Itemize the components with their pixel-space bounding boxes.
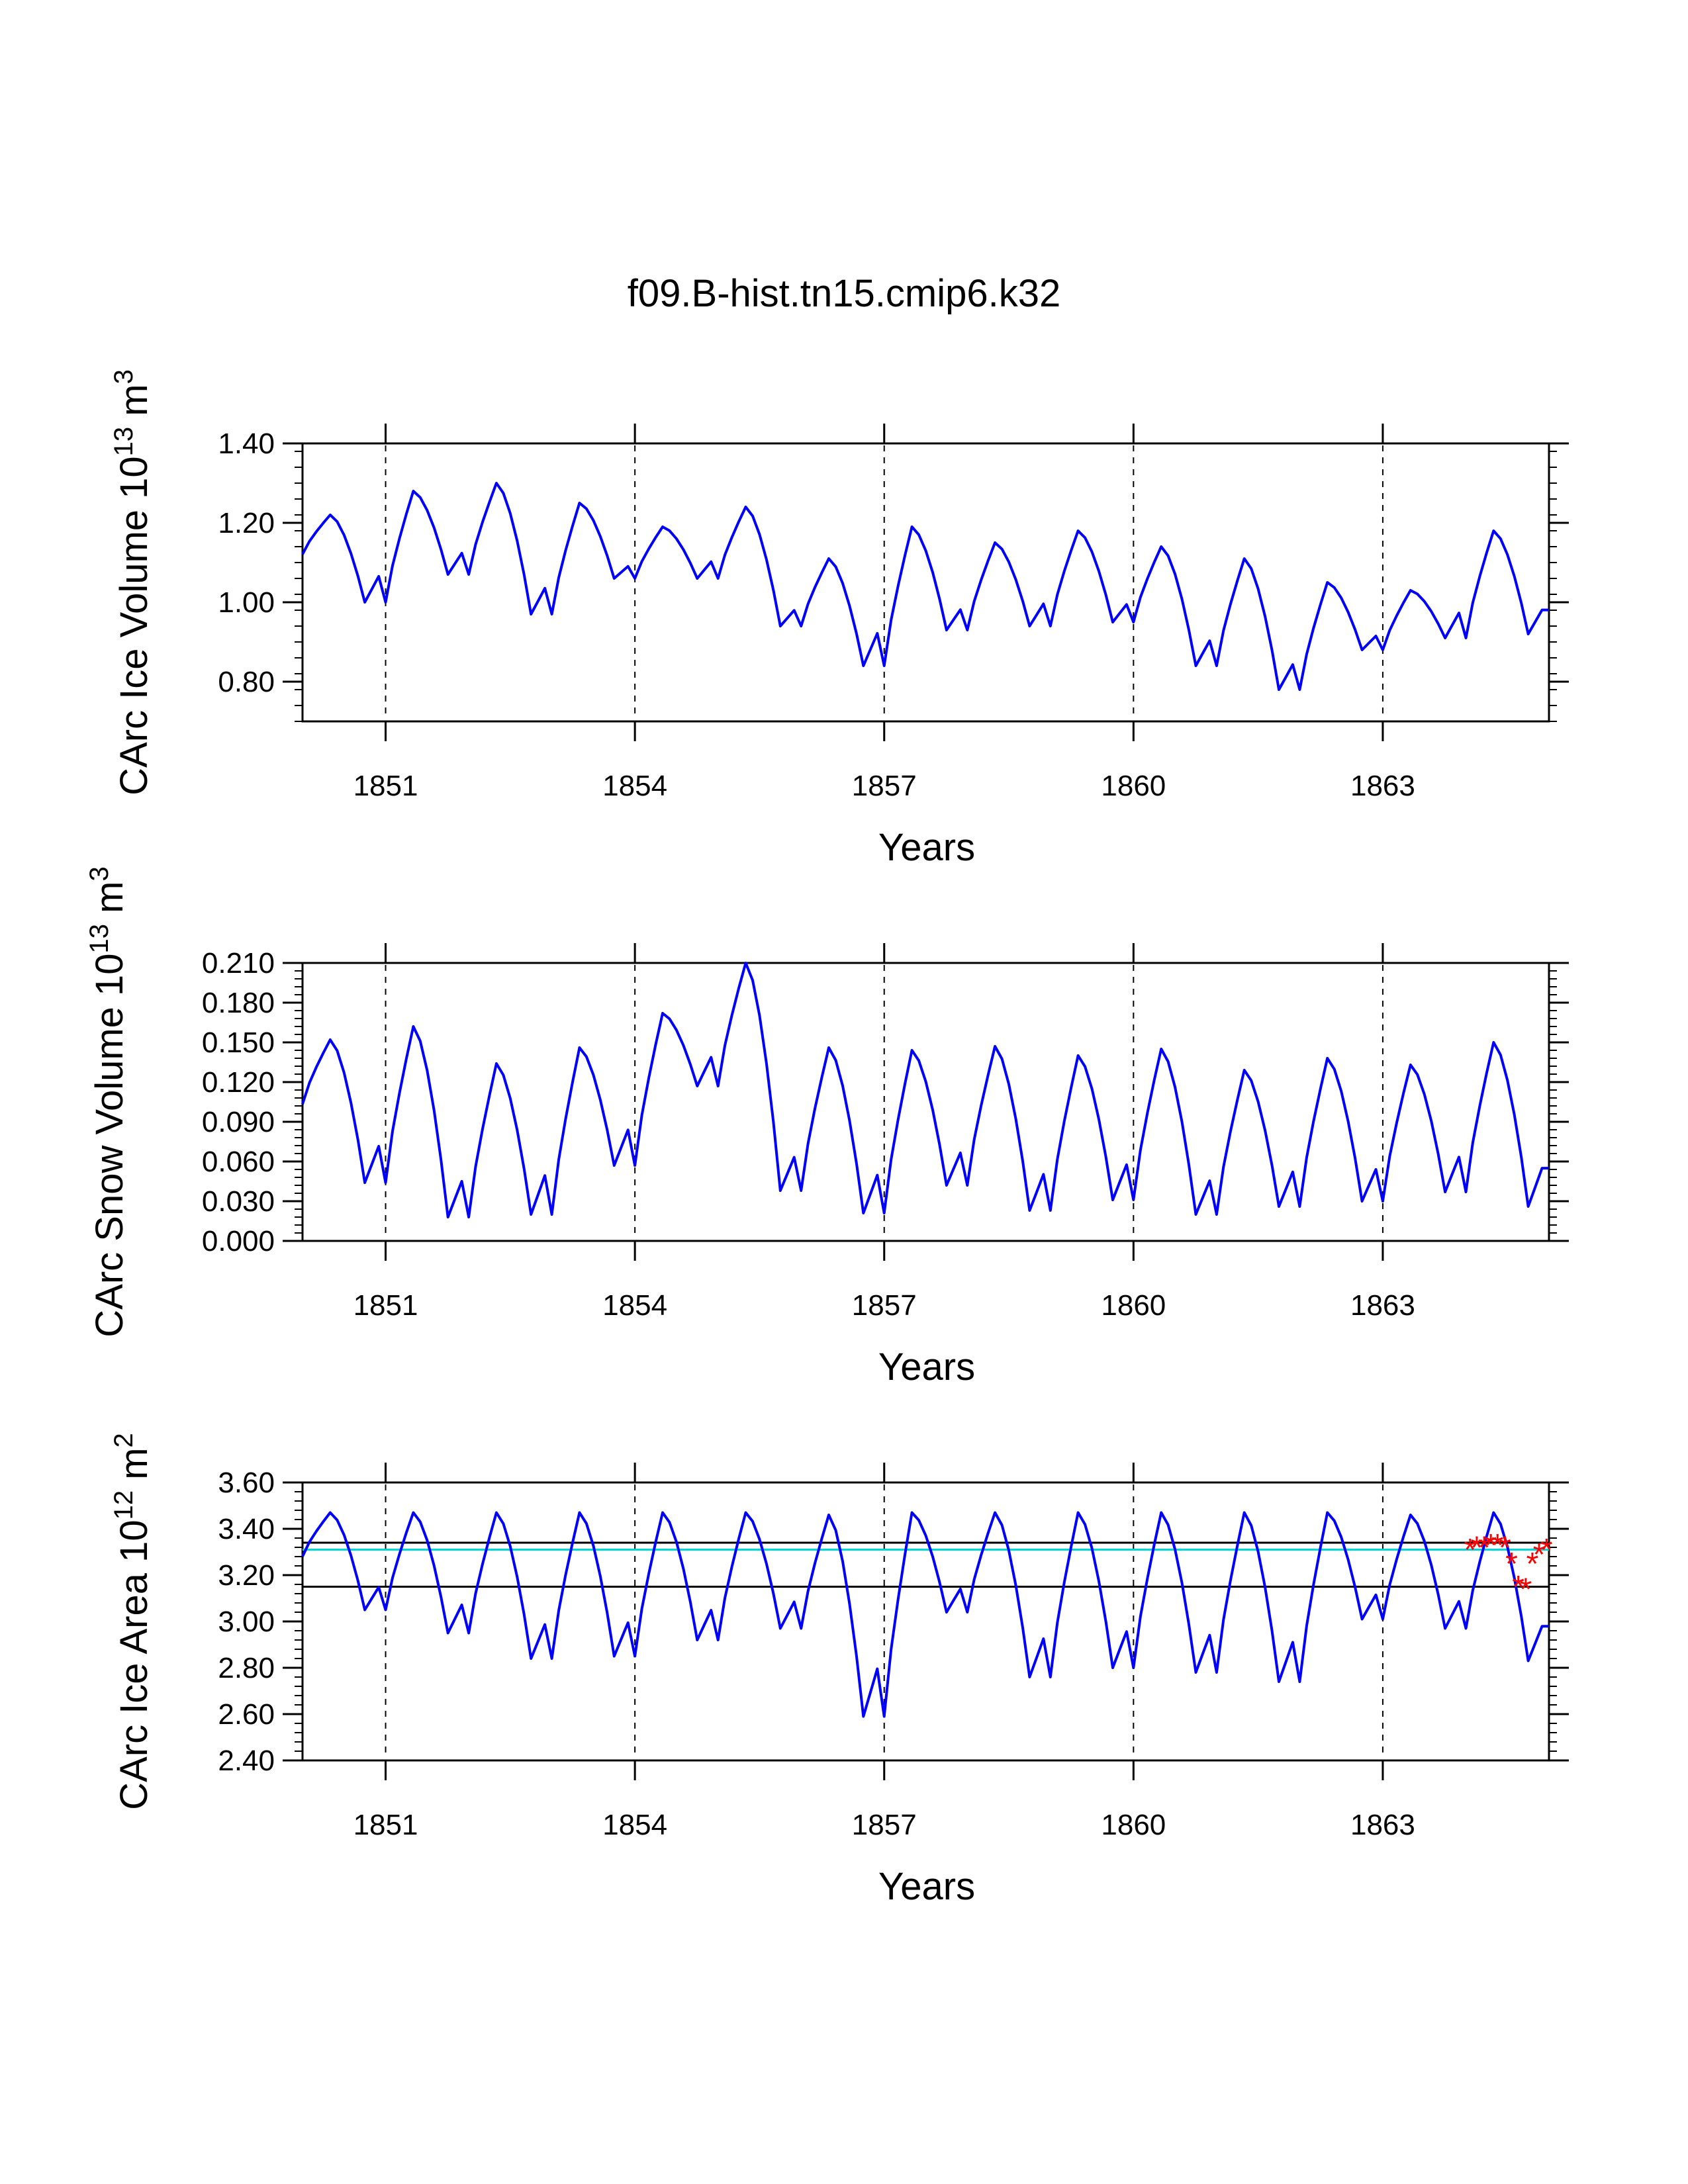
ice-area-ytick-label: 3.20: [218, 1559, 275, 1592]
snow-volume-ytick-label: 0.120: [202, 1066, 275, 1099]
snow-volume-ylabel: CArc Snow Volume 1013 m3: [85, 866, 131, 1337]
ice-area-ytick-label: 2.80: [218, 1652, 275, 1684]
ice-area-observation-marker: *: [1520, 1572, 1532, 1608]
ice-area-observation-marker: *: [1470, 1531, 1483, 1566]
snow-volume-ytick-label: 0.150: [202, 1026, 275, 1059]
ice-volume-ylabel: CArc Ice Volume 1013 m3: [109, 369, 156, 796]
ice-area-ytick-label: 3.00: [218, 1606, 275, 1638]
ice-area-ytick-label: 3.40: [218, 1513, 275, 1545]
ice-area-ytick-label: 3.60: [218, 1467, 275, 1499]
ice-volume-plot-frame: [301, 442, 1550, 723]
ice-area-xtick-label: 1851: [353, 1809, 418, 1841]
ice-volume-ytick-label: 1.00: [218, 586, 275, 619]
snow-volume-xtick-label: 1860: [1101, 1289, 1166, 1322]
ice-volume-xtick-label: 1857: [852, 770, 917, 802]
snow-volume-series-line: [301, 962, 1549, 1218]
ice-volume-ytick-label: 1.40: [218, 428, 275, 460]
snow-volume-xtick-label: 1851: [353, 1289, 418, 1322]
ice-area-xtick-label: 1857: [852, 1809, 917, 1841]
ice-volume-ytick-label: 1.20: [218, 507, 275, 539]
ice-area-observation-marker: *: [1526, 1547, 1539, 1582]
ice-area-plot-frame: [301, 1481, 1550, 1762]
ice-area-ytick-label: 2.60: [218, 1698, 275, 1731]
ice-area-observation-marker: *: [1478, 1531, 1491, 1566]
ice-volume-xtick-label: 1854: [602, 770, 667, 802]
ice-area-observation-marker: *: [1485, 1528, 1497, 1563]
snow-volume-xlabel: Years: [878, 1345, 975, 1388]
ice-area-observation-marker: *: [1464, 1533, 1476, 1568]
ice-volume-xtick-label: 1860: [1101, 770, 1166, 802]
ice-volume-series-line: [301, 482, 1549, 691]
ice-area-observation-marker: *: [1512, 1570, 1524, 1605]
ice-area-xlabel: Years: [878, 1865, 975, 1908]
ice-area-observation-marker: *: [1533, 1537, 1546, 1572]
snow-volume-ytick-label: 0.090: [202, 1106, 275, 1138]
chart-title: f09.B-hist.tn15.cmip6.k32: [628, 272, 1060, 315]
snow-volume-ytick-label: 0.000: [202, 1225, 275, 1257]
ice-area-series-line: [301, 1511, 1549, 1718]
ice-volume-xtick-label: 1851: [353, 770, 418, 802]
snow-volume-panel: 0.000 0.030 0.060 0.090 0.120 0.150 0.180 0.210…: [85, 866, 1569, 1388]
ice-area-observation-marker: *: [1505, 1547, 1518, 1582]
snow-volume-ytick-label: 0.030: [202, 1185, 275, 1218]
ice-area-xtick-label: 1854: [602, 1809, 667, 1841]
ice-volume-xtick-label: 1863: [1350, 770, 1415, 802]
snow-volume-ytick-label: 0.210: [202, 947, 275, 979]
ice-area-xtick-label: 1860: [1101, 1809, 1166, 1841]
ice-area-observation-marker: *: [1540, 1533, 1553, 1568]
ice-volume-panel: 0.80 1.00 1.20 1.40 1851 1854 1857 1860 1863 Year…: [109, 369, 1569, 869]
ice-area-panel: 2.40 2.60 2.80 3.00 3.20 3.40 3.60 1851 1854 1857…: [109, 1433, 1569, 1908]
ice-volume-xlabel: Years: [878, 826, 975, 869]
ice-area-observation-marker: *: [1491, 1528, 1504, 1563]
snow-volume-xtick-label: 1863: [1350, 1289, 1415, 1322]
ice-area-xtick-label: 1863: [1350, 1809, 1415, 1841]
ice-area-ytick-label: 2.40: [218, 1745, 275, 1777]
snow-volume-xtick-label: 1854: [602, 1289, 667, 1322]
ice-volume-ytick-label: 0.80: [218, 666, 275, 698]
ice-area-observation-marker: *: [1499, 1531, 1511, 1566]
snow-volume-ytick-label: 0.180: [202, 987, 275, 1019]
ice-area-ylabel: CArc Ice Area 1012 m2: [109, 1433, 156, 1810]
snow-volume-xtick-label: 1857: [852, 1289, 917, 1322]
snow-volume-ytick-label: 0.060: [202, 1146, 275, 1178]
